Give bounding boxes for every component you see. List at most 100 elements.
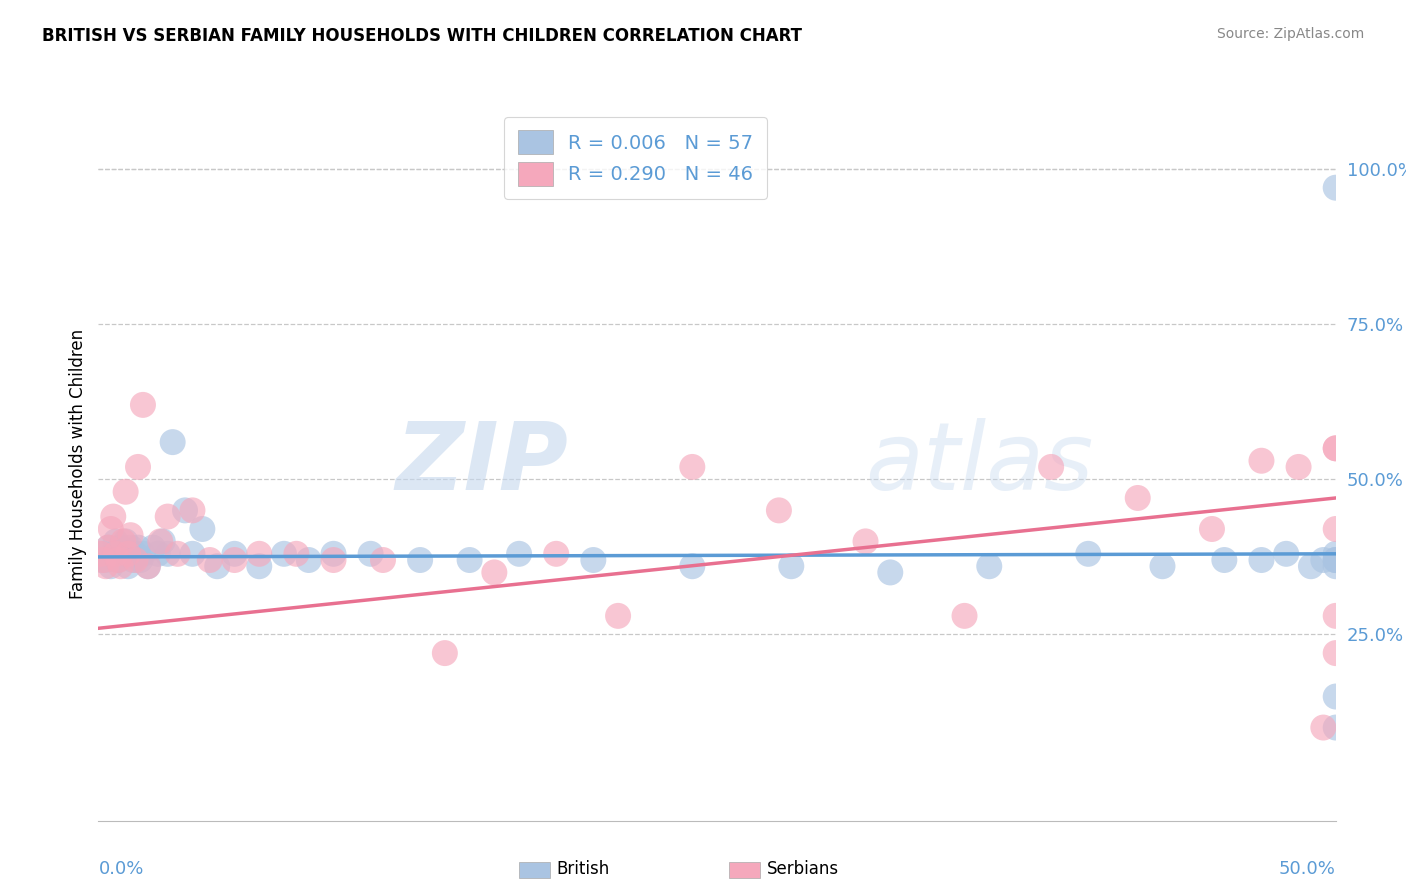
Point xyxy=(458,553,481,567)
Text: atlas: atlas xyxy=(866,418,1094,509)
Point xyxy=(93,547,115,561)
Point xyxy=(110,559,132,574)
Point xyxy=(132,398,155,412)
Point xyxy=(152,534,174,549)
Point xyxy=(104,547,127,561)
Point xyxy=(1324,559,1347,574)
Point xyxy=(112,547,135,561)
Point xyxy=(90,547,112,561)
Point xyxy=(1324,553,1347,567)
Point xyxy=(97,541,120,555)
Text: British: British xyxy=(557,860,609,878)
Point xyxy=(142,541,165,555)
Point xyxy=(247,547,270,561)
Point xyxy=(1152,559,1174,574)
Point xyxy=(582,553,605,567)
Point xyxy=(224,553,246,567)
Point xyxy=(127,459,149,474)
Point xyxy=(198,553,221,567)
Point xyxy=(508,547,530,561)
Text: Source: ZipAtlas.com: Source: ZipAtlas.com xyxy=(1216,27,1364,41)
Point xyxy=(129,553,152,567)
Point xyxy=(484,566,506,580)
Point xyxy=(97,541,120,555)
Text: ZIP: ZIP xyxy=(395,417,568,510)
Point xyxy=(107,553,129,567)
Text: Serbians: Serbians xyxy=(766,860,838,878)
Point xyxy=(1250,454,1272,468)
Point xyxy=(546,547,568,561)
Point xyxy=(110,541,132,555)
Point xyxy=(1324,690,1347,704)
Point xyxy=(162,435,184,450)
Point xyxy=(174,503,197,517)
Point xyxy=(953,608,976,623)
Point xyxy=(1324,442,1347,456)
Point xyxy=(181,503,204,517)
Point xyxy=(100,559,122,574)
Point xyxy=(205,559,228,574)
Point xyxy=(90,553,112,567)
Point xyxy=(273,547,295,561)
Point xyxy=(1077,547,1099,561)
Point xyxy=(1040,459,1063,474)
Point xyxy=(104,534,127,549)
Y-axis label: Family Households with Children: Family Households with Children xyxy=(69,329,87,599)
Point xyxy=(132,547,155,561)
Point xyxy=(136,559,159,574)
Point xyxy=(166,547,188,561)
Point xyxy=(247,559,270,574)
Point xyxy=(136,559,159,574)
Point xyxy=(1312,721,1334,735)
Point xyxy=(149,534,172,549)
Point xyxy=(156,547,179,561)
Point xyxy=(1324,646,1347,660)
Point xyxy=(285,547,308,561)
Point xyxy=(371,553,394,567)
Point xyxy=(322,547,344,561)
Point xyxy=(156,509,179,524)
Point xyxy=(94,553,117,567)
Point xyxy=(117,547,139,561)
Point xyxy=(94,559,117,574)
Point xyxy=(1126,491,1149,505)
Point xyxy=(681,459,703,474)
Point xyxy=(879,566,901,580)
Point xyxy=(1324,721,1347,735)
Point xyxy=(93,553,115,567)
Point xyxy=(855,534,877,549)
Point xyxy=(979,559,1001,574)
Point xyxy=(127,541,149,555)
Point xyxy=(409,553,432,567)
Point xyxy=(780,559,803,574)
Bar xyxy=(730,862,761,878)
Point xyxy=(124,547,146,561)
Point xyxy=(1324,547,1347,561)
Point xyxy=(768,503,790,517)
Point xyxy=(103,547,125,561)
Point xyxy=(322,553,344,567)
Point xyxy=(120,541,142,555)
Point xyxy=(433,646,456,660)
Point xyxy=(100,522,122,536)
Point xyxy=(1299,559,1322,574)
Bar xyxy=(519,862,550,878)
Point xyxy=(1250,553,1272,567)
Point xyxy=(181,547,204,561)
Point xyxy=(122,553,145,567)
Point xyxy=(1288,459,1310,474)
Point xyxy=(1324,553,1347,567)
Point xyxy=(1324,180,1347,194)
Point xyxy=(117,559,139,574)
Text: BRITISH VS SERBIAN FAMILY HOUSEHOLDS WITH CHILDREN CORRELATION CHART: BRITISH VS SERBIAN FAMILY HOUSEHOLDS WIT… xyxy=(42,27,803,45)
Point xyxy=(1324,522,1347,536)
Point xyxy=(224,547,246,561)
Point xyxy=(298,553,321,567)
Point xyxy=(1275,547,1298,561)
Point xyxy=(1324,608,1347,623)
Point xyxy=(103,509,125,524)
Text: 50.0%: 50.0% xyxy=(1279,860,1336,878)
Point xyxy=(1324,442,1347,456)
Point xyxy=(114,484,136,499)
Point xyxy=(114,534,136,549)
